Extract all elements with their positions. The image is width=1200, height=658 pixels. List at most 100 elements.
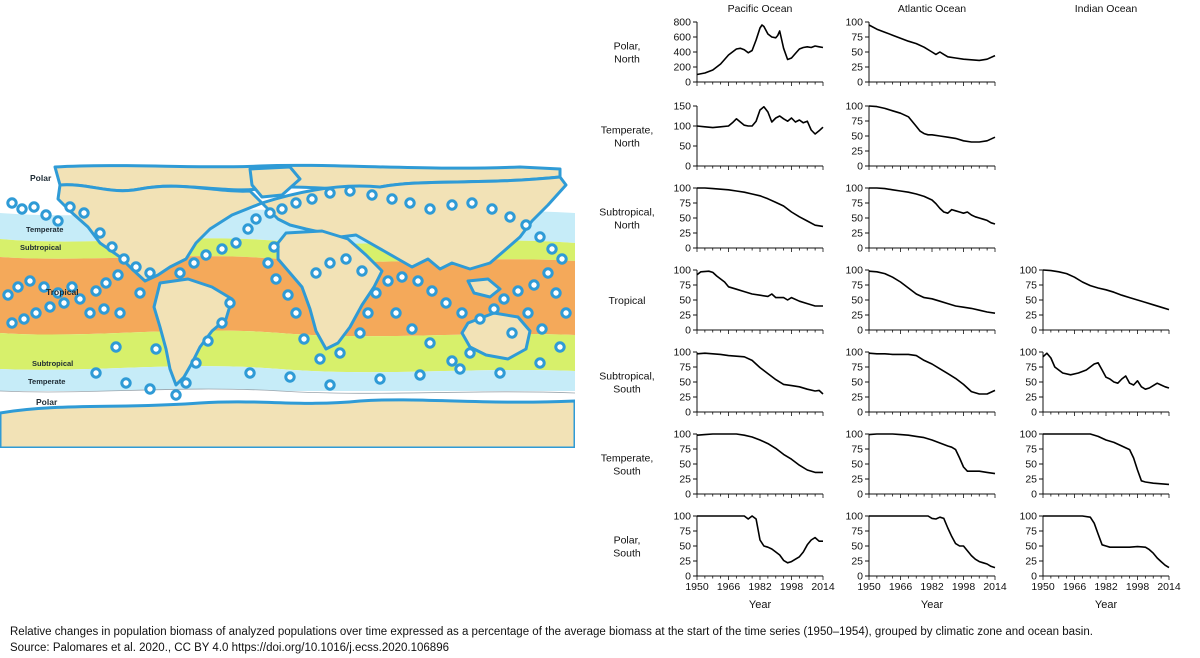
panel: 0 25 50 75 100 (845, 183, 996, 255)
x-tick-label: 1982 (1094, 581, 1118, 593)
y-tick-label: 0 (685, 407, 691, 419)
population-marker (520, 219, 532, 231)
population-marker (324, 379, 336, 391)
y-tick-label: 50 (1025, 377, 1037, 389)
biomass-series-line (696, 433, 823, 474)
population-marker (426, 285, 438, 297)
y-tick-label: 400 (673, 47, 691, 59)
population-marker (100, 277, 112, 289)
figure-caption: Relative changes in population biomass o… (10, 626, 1093, 638)
zone-label-polar-north: Polar (30, 173, 52, 183)
population-marker (310, 267, 322, 279)
y-tick-label: 100 (673, 347, 691, 359)
y-tick-label: 0 (857, 243, 863, 255)
population-marker (534, 357, 546, 369)
y-tick-label: 0 (685, 161, 691, 173)
zone-label-temperate-south: Temperate (28, 377, 65, 386)
population-marker (340, 253, 352, 265)
y-tick-label: 25 (679, 474, 691, 486)
land-africa (276, 229, 384, 351)
population-marker (390, 307, 402, 319)
panel: 0 25 50 75 100 (1019, 429, 1170, 501)
biomass-series-line (868, 24, 996, 62)
population-marker (98, 303, 110, 315)
y-tick-label: 0 (1031, 489, 1037, 501)
panel: 0 200 400 600 800 (673, 17, 824, 89)
x-tick-label: 1982 (748, 581, 772, 593)
y-tick-label: 50 (679, 213, 691, 225)
population-marker (28, 201, 40, 213)
population-marker (424, 337, 436, 349)
y-tick-label: 100 (845, 101, 863, 113)
column-title: Atlantic Ocean (898, 3, 966, 15)
population-marker (6, 317, 18, 329)
population-marker (324, 257, 336, 269)
population-marker (412, 275, 424, 287)
panel: 0 25 50 75 100 (845, 429, 996, 501)
x-tick-label: 1966 (889, 581, 913, 593)
population-marker (230, 237, 242, 249)
population-marker (556, 253, 568, 265)
population-marker (90, 367, 102, 379)
population-marker (382, 275, 394, 287)
zone-label-subtropical-south: Subtropical (32, 359, 73, 368)
y-tick-label: 25 (851, 474, 863, 486)
y-tick-label: 75 (1025, 526, 1037, 538)
y-tick-label: 600 (673, 32, 691, 44)
y-tick-label: 25 (679, 228, 691, 240)
population-marker (262, 257, 274, 269)
biomass-series-line (1043, 515, 1170, 569)
population-marker (170, 389, 182, 401)
y-tick-label: 75 (679, 280, 691, 292)
population-marker (386, 193, 398, 205)
population-marker (12, 281, 24, 293)
biomass-series-line (869, 187, 996, 225)
y-tick-label: 75 (851, 198, 863, 210)
population-marker (512, 285, 524, 297)
population-marker (404, 197, 416, 209)
y-tick-label: 25 (1025, 474, 1037, 486)
population-marker (58, 297, 70, 309)
zone-labels: Polar Temperate Subtropical Tropical Sub… (20, 173, 79, 407)
y-tick-label: 0 (1031, 571, 1037, 583)
y-tick-label: 100 (1019, 265, 1037, 277)
population-marker (242, 223, 254, 235)
population-marker (144, 383, 156, 395)
x-tick-label: 2014 (1157, 581, 1181, 593)
biomass-chart-grid: Pacific Ocean Atlantic Ocean Indian Ocean P… (599, 3, 1181, 611)
population-marker (446, 355, 458, 367)
population-marker (52, 287, 64, 299)
population-marker (94, 227, 106, 239)
y-tick-label: 150 (673, 101, 691, 113)
population-marker (24, 275, 36, 287)
population-marker (264, 207, 276, 219)
population-marker (542, 267, 554, 279)
y-tick-label: 0 (857, 161, 863, 173)
population-marker (16, 203, 28, 215)
population-marker (504, 211, 516, 223)
panel: 0 25 50 75 100 1950 1966 1982 1998 2014 Year (1019, 511, 1180, 611)
y-tick-label: 0 (685, 243, 691, 255)
population-marker (536, 323, 548, 335)
climatic-zone-map: Polar Temperate Subtropical Tropical Sub… (0, 163, 575, 448)
population-marker (270, 273, 282, 285)
y-tick-label: 75 (1025, 444, 1037, 456)
population-marker (396, 271, 408, 283)
panel: 0 25 50 75 100 (845, 265, 996, 337)
population-marker (406, 323, 418, 335)
y-tick-label: 50 (679, 377, 691, 389)
population-marker (370, 287, 382, 299)
biomass-series-line (868, 105, 996, 143)
population-marker (298, 333, 310, 345)
column-title: Indian Ocean (1075, 3, 1138, 15)
land-greenland (248, 165, 302, 199)
population-marker (464, 347, 476, 359)
population-marker (112, 269, 124, 281)
row-label: Temperate, South (601, 453, 654, 478)
row-label: Subtropical, South (599, 371, 654, 396)
population-marker (190, 357, 202, 369)
y-tick-label: 100 (1019, 429, 1037, 441)
population-marker (284, 371, 296, 383)
zone-label-tropical: Tropical (46, 287, 79, 297)
y-tick-label: 50 (679, 541, 691, 553)
